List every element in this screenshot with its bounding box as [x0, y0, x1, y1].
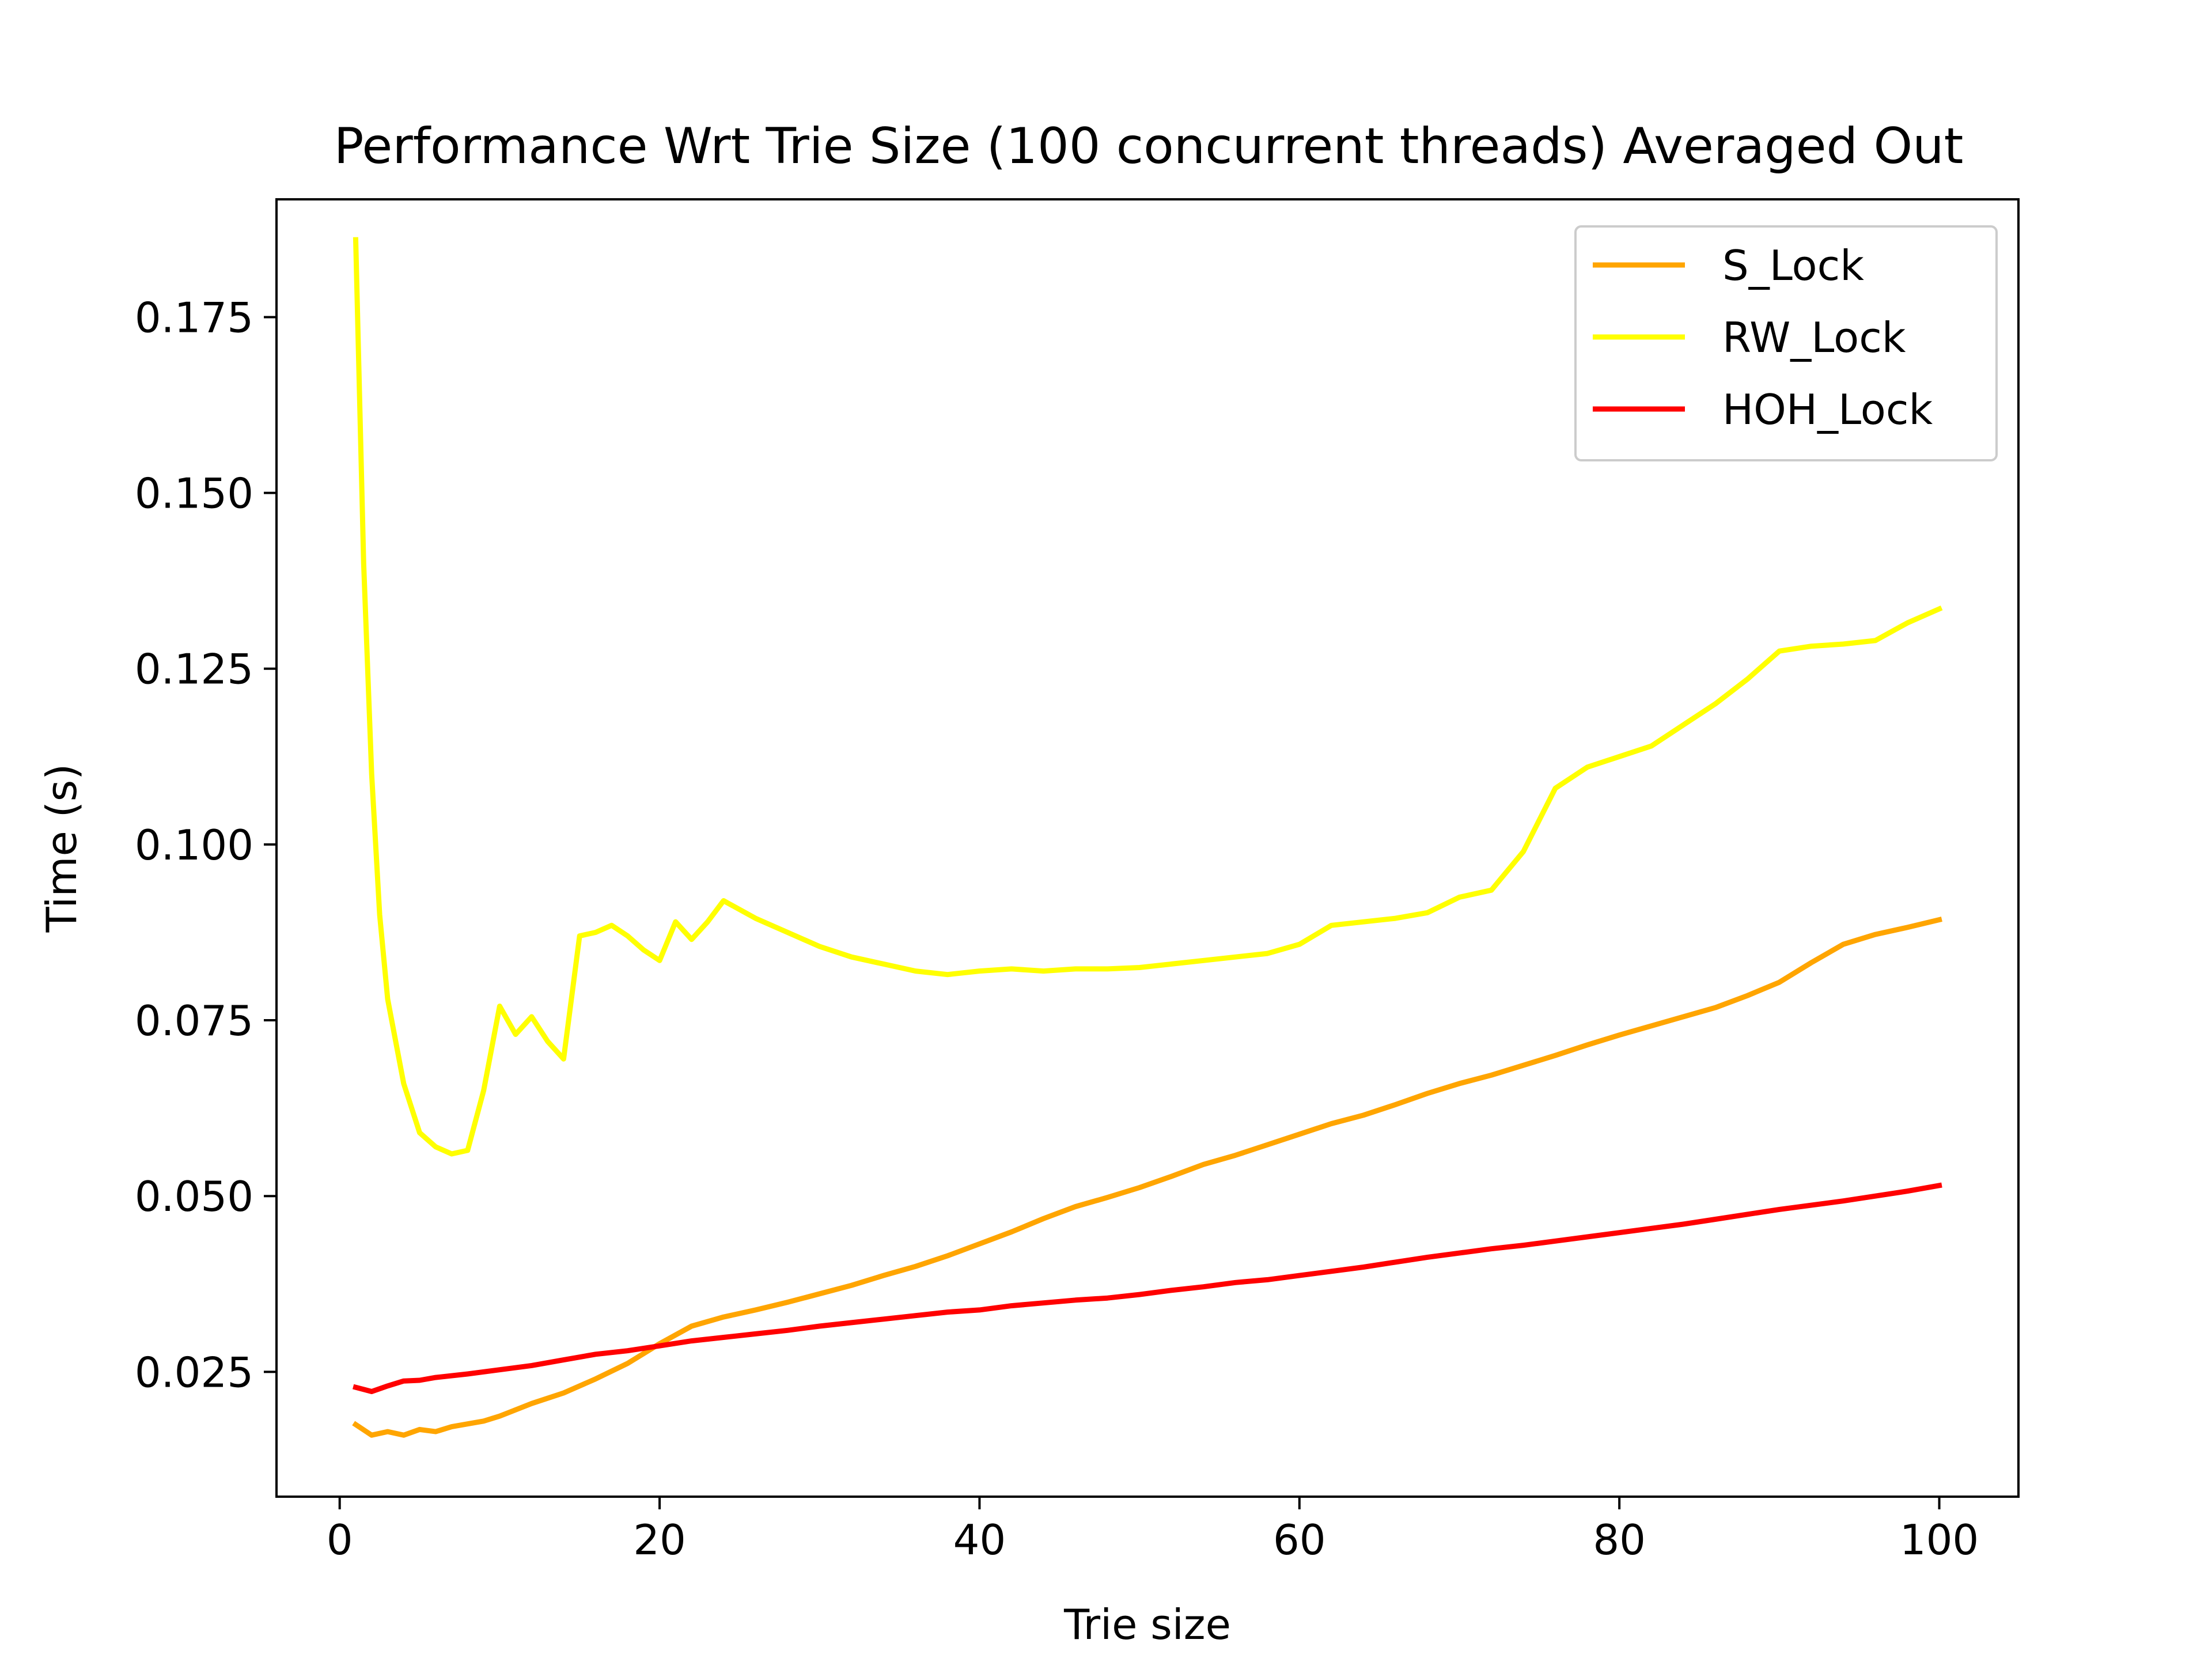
x-tick-label: 20	[633, 1516, 686, 1564]
legend-label-rw-lock: RW_Lock	[1722, 313, 1906, 362]
y-tick-label: 0.100	[135, 821, 253, 869]
x-tick-label: 80	[1593, 1516, 1646, 1564]
y-tick-label: 0.075	[135, 997, 253, 1045]
x-tick-label: 100	[1900, 1516, 1979, 1564]
x-tick-label: 0	[327, 1516, 353, 1564]
series-layer	[352, 237, 1943, 1438]
legend-label-s-lock: S_Lock	[1722, 241, 1864, 290]
legend-box	[1574, 225, 1998, 461]
y-axis-label: Time (s)	[37, 764, 86, 933]
y-tick-label: 0.125	[135, 645, 253, 694]
y-tick-label: 0.175	[135, 293, 253, 342]
axes-frame	[275, 198, 2020, 1498]
x-axis-label: Trie size	[1063, 1600, 1231, 1649]
x-tick-label: 60	[1273, 1516, 1326, 1564]
series-line-s-lock	[352, 917, 1942, 1438]
y-tick-label: 0.050	[135, 1172, 253, 1221]
chart-title: Performance Wrt Trie Size (100 concurren…	[334, 118, 1964, 175]
y-axis: 0.025 0.050 0.075 0.100 0.125 0.150 0.175	[135, 293, 276, 1396]
y-tick-label: 0.150	[135, 470, 253, 518]
x-axis: 0 20 40 60 80 100	[327, 1497, 1979, 1564]
series-line-rw-lock	[353, 237, 1943, 1157]
series-line-hoh-lock	[353, 1182, 1942, 1394]
x-tick-label: 40	[953, 1516, 1006, 1564]
legend-label-hoh-lock: HOH_Lock	[1722, 385, 1933, 434]
legend: S_Lock RW_Lock HOH_Lock	[1574, 225, 1998, 461]
y-tick-label: 0.025	[135, 1348, 253, 1396]
